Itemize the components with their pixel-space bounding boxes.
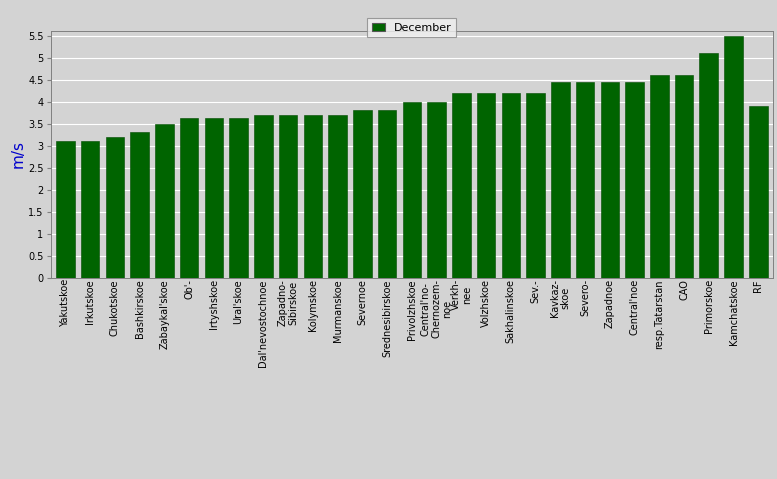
Bar xyxy=(402,102,421,278)
Bar xyxy=(551,82,570,278)
Y-axis label: m/s: m/s xyxy=(10,140,26,169)
Bar xyxy=(749,106,768,278)
Bar xyxy=(254,115,273,278)
Bar xyxy=(501,93,520,278)
Bar xyxy=(279,115,298,278)
Bar xyxy=(526,93,545,278)
Bar xyxy=(724,35,743,278)
Bar xyxy=(378,111,396,278)
Bar xyxy=(576,82,594,278)
Bar xyxy=(477,93,495,278)
Bar xyxy=(304,115,322,278)
Bar xyxy=(106,137,124,278)
Bar xyxy=(329,115,347,278)
Bar xyxy=(353,111,371,278)
Bar xyxy=(699,53,718,278)
Bar xyxy=(179,118,198,278)
Bar xyxy=(650,75,668,278)
Bar xyxy=(452,93,471,278)
Bar xyxy=(204,118,223,278)
Bar xyxy=(674,75,693,278)
Bar xyxy=(131,133,149,278)
Bar xyxy=(427,102,446,278)
Bar xyxy=(229,118,248,278)
Bar xyxy=(601,82,619,278)
Bar xyxy=(155,124,173,278)
Bar xyxy=(81,141,99,278)
Legend: December: December xyxy=(368,18,456,37)
Bar xyxy=(56,141,75,278)
Bar xyxy=(625,82,644,278)
